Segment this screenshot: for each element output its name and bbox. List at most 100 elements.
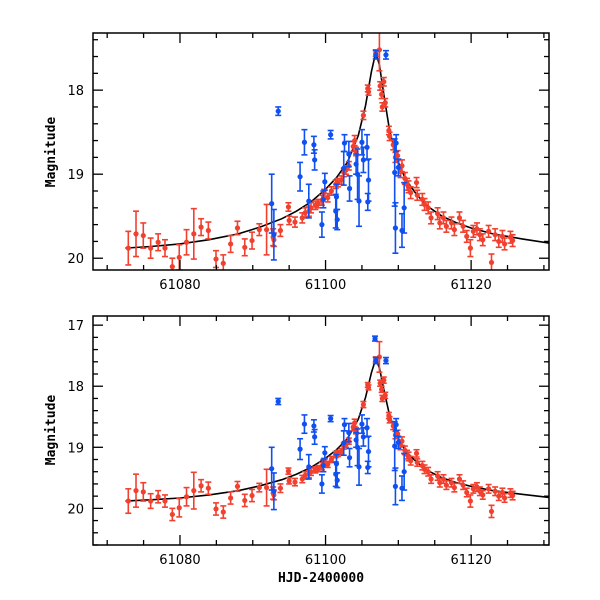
marker bbox=[191, 231, 197, 237]
marker bbox=[183, 494, 190, 500]
red-data-point bbox=[451, 222, 458, 237]
red-data-point bbox=[263, 203, 270, 256]
red-data-point bbox=[241, 238, 248, 257]
marker bbox=[228, 495, 234, 501]
marker bbox=[220, 260, 226, 266]
red-data-point bbox=[205, 481, 212, 496]
red-data-point bbox=[169, 507, 176, 522]
blue-data-point bbox=[327, 129, 334, 140]
marker bbox=[392, 443, 398, 449]
red-data-point bbox=[414, 458, 421, 468]
marker bbox=[356, 198, 362, 204]
red-data-point bbox=[428, 473, 435, 485]
marker bbox=[346, 455, 353, 461]
marker bbox=[269, 201, 275, 207]
red-data-point bbox=[169, 257, 176, 270]
marker bbox=[292, 479, 298, 485]
x-tick-label: 61100 bbox=[305, 553, 346, 568]
y-axis-label-bottom: Magnitude bbox=[44, 395, 59, 466]
marker bbox=[306, 464, 312, 470]
marker bbox=[320, 196, 326, 203]
y-tick-label: 19 bbox=[67, 168, 84, 183]
blue-data-point bbox=[372, 21, 378, 28]
marker bbox=[341, 165, 347, 171]
red-data-point bbox=[285, 201, 292, 212]
red-data-point bbox=[286, 477, 293, 485]
marker bbox=[464, 489, 470, 496]
red-data-point bbox=[460, 219, 467, 233]
marker bbox=[395, 439, 401, 446]
marker bbox=[413, 450, 420, 456]
marker bbox=[401, 205, 407, 211]
red-data-point bbox=[147, 237, 154, 260]
marker bbox=[464, 233, 470, 239]
marker bbox=[249, 237, 255, 244]
blue-data-point bbox=[311, 428, 318, 446]
blue-data-point bbox=[301, 128, 308, 156]
blue-data-point bbox=[346, 175, 353, 202]
marker bbox=[205, 485, 211, 491]
marker bbox=[387, 417, 393, 423]
marker bbox=[408, 190, 414, 196]
red-data-point bbox=[428, 211, 435, 225]
marker bbox=[414, 192, 420, 198]
marker bbox=[383, 357, 389, 364]
marker bbox=[325, 195, 331, 201]
marker bbox=[393, 422, 399, 428]
blue-data-point bbox=[334, 472, 341, 489]
marker bbox=[155, 239, 161, 245]
marker bbox=[451, 227, 457, 233]
red-data-point bbox=[190, 471, 197, 510]
red-data-point bbox=[176, 497, 183, 518]
marker bbox=[451, 484, 457, 491]
marker bbox=[256, 227, 262, 233]
marker bbox=[275, 108, 281, 114]
red-data-point bbox=[133, 210, 140, 258]
marker bbox=[492, 232, 498, 238]
marker bbox=[319, 222, 325, 228]
blue-data-point bbox=[321, 445, 328, 460]
red-data-point bbox=[485, 224, 492, 239]
marker bbox=[333, 461, 340, 467]
red-data-point bbox=[456, 211, 463, 225]
panel-top: 61080 61100 61120 18 19 20 bbox=[67, 21, 550, 293]
red-data-point bbox=[256, 482, 263, 493]
blue-data-point bbox=[297, 437, 304, 461]
marker bbox=[373, 52, 379, 58]
marker bbox=[242, 497, 248, 504]
marker bbox=[408, 458, 414, 464]
marker bbox=[460, 223, 466, 229]
red-data-point bbox=[380, 376, 387, 384]
marker bbox=[477, 232, 483, 238]
plot-area bbox=[125, 21, 549, 270]
marker bbox=[191, 488, 197, 494]
marker bbox=[301, 421, 308, 427]
marker bbox=[234, 225, 241, 231]
marker bbox=[437, 220, 443, 226]
marker bbox=[234, 483, 241, 489]
marker bbox=[162, 498, 168, 504]
blue-data-point bbox=[275, 397, 282, 406]
marker bbox=[502, 495, 508, 501]
marker bbox=[133, 231, 139, 237]
red-data-point bbox=[328, 185, 335, 197]
y-tick-label: 19 bbox=[67, 441, 84, 456]
marker bbox=[140, 489, 146, 495]
blue-data-point bbox=[320, 190, 327, 209]
red-data-point bbox=[485, 483, 492, 494]
marker bbox=[213, 256, 219, 262]
marker bbox=[292, 219, 298, 225]
red-data-point bbox=[467, 494, 474, 508]
marker bbox=[496, 238, 502, 245]
blue-data-point bbox=[364, 133, 371, 161]
marker bbox=[125, 245, 131, 251]
marker bbox=[341, 422, 348, 428]
x-tick-label: 61100 bbox=[305, 278, 346, 293]
red-data-point bbox=[470, 224, 477, 239]
red-data-point bbox=[190, 207, 197, 260]
marker bbox=[364, 144, 370, 150]
blue-data-point bbox=[318, 473, 325, 494]
blue-data-point bbox=[321, 172, 328, 191]
red-data-point bbox=[479, 233, 486, 247]
blue-data-point bbox=[340, 430, 347, 457]
